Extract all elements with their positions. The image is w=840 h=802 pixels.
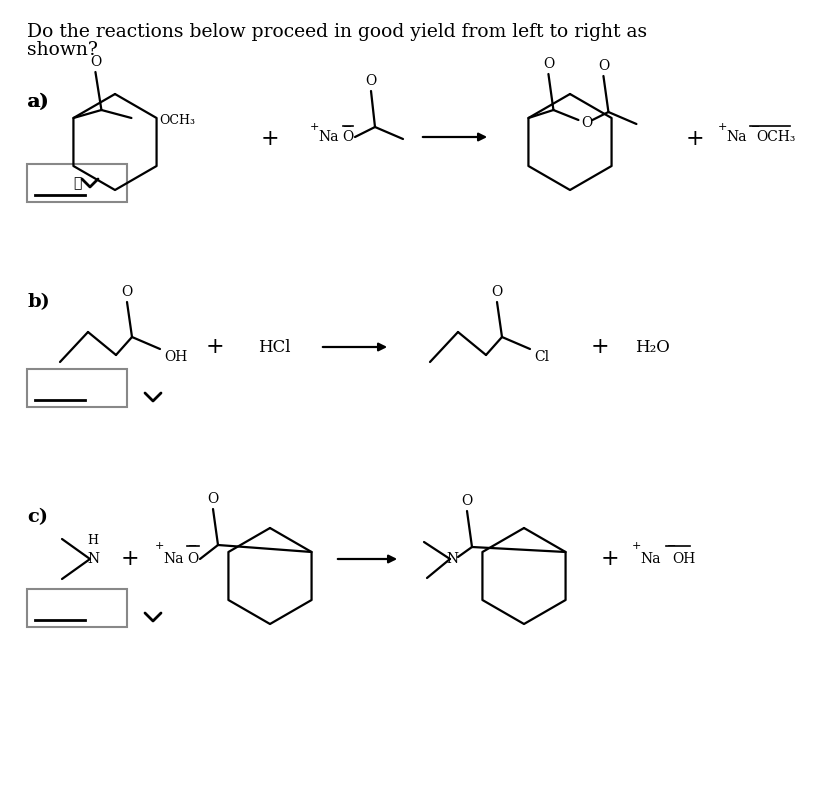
Text: Na: Na xyxy=(640,552,660,566)
Text: Na: Na xyxy=(318,130,339,144)
Text: O: O xyxy=(207,492,218,506)
Text: O: O xyxy=(343,130,354,144)
Text: +: + xyxy=(206,336,224,358)
Text: −: − xyxy=(188,541,197,551)
Bar xyxy=(27,164,127,202)
Text: O: O xyxy=(121,285,133,299)
Text: a): a) xyxy=(27,93,46,111)
Text: O: O xyxy=(543,57,554,71)
Text: HCl: HCl xyxy=(258,338,291,355)
Text: +: + xyxy=(632,541,642,551)
Text: −: − xyxy=(667,541,677,551)
Text: c): c) xyxy=(27,508,48,526)
Text: b): b) xyxy=(27,293,50,311)
Text: +: + xyxy=(718,122,727,132)
Text: OH: OH xyxy=(164,350,187,364)
Text: Cl: Cl xyxy=(534,350,549,364)
Bar xyxy=(27,369,127,407)
Text: +: + xyxy=(685,128,704,150)
Text: O: O xyxy=(461,494,473,508)
Text: shown?: shown? xyxy=(27,41,98,59)
Text: OCH₃: OCH₃ xyxy=(756,130,795,144)
Text: O: O xyxy=(580,116,592,130)
Text: −: − xyxy=(344,122,353,132)
Text: Do the reactions below proceed in good yield from left to right as: Do the reactions below proceed in good y… xyxy=(27,23,647,41)
Text: a): a) xyxy=(27,93,49,111)
Text: N: N xyxy=(446,552,458,566)
Text: N: N xyxy=(87,552,99,566)
Text: +: + xyxy=(591,336,609,358)
Text: O: O xyxy=(491,285,502,299)
Text: +: + xyxy=(260,128,280,150)
Text: OH: OH xyxy=(672,552,696,566)
Text: H: H xyxy=(87,534,98,548)
Bar xyxy=(27,589,127,627)
Text: OCH₃: OCH₃ xyxy=(160,114,196,127)
Text: O: O xyxy=(187,552,198,566)
Text: +: + xyxy=(601,548,619,570)
Text: Na: Na xyxy=(726,130,747,144)
Text: H₂O: H₂O xyxy=(635,338,669,355)
Text: O: O xyxy=(90,55,101,69)
Text: ❯: ❯ xyxy=(73,176,81,190)
Text: Na: Na xyxy=(163,552,183,566)
Text: −: − xyxy=(751,122,761,132)
Text: O: O xyxy=(598,59,609,73)
Text: O: O xyxy=(365,74,376,88)
Text: +: + xyxy=(310,122,319,132)
Text: +: + xyxy=(155,541,165,551)
Text: +: + xyxy=(121,548,139,570)
